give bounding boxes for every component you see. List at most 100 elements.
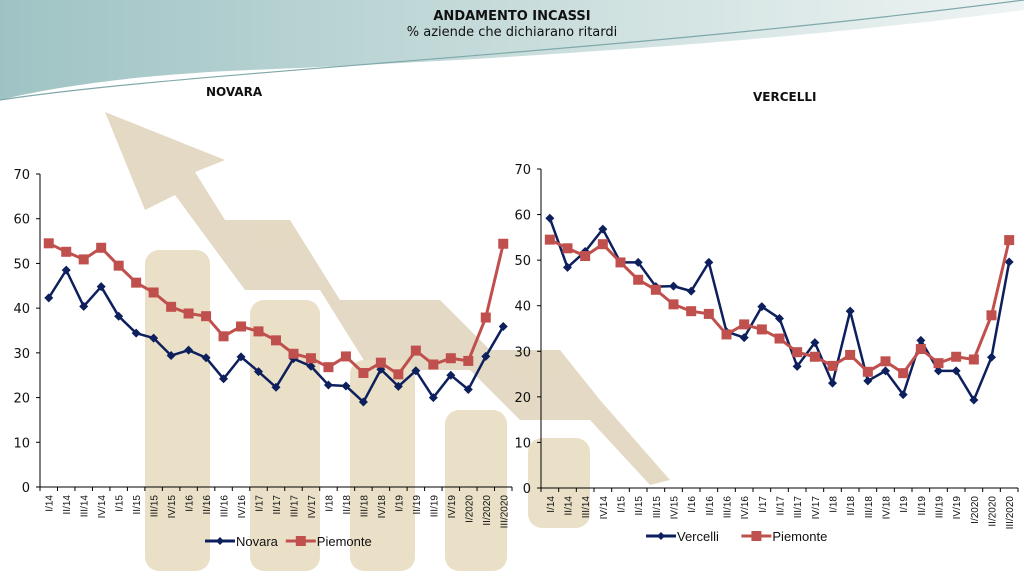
data-point-piemonte bbox=[739, 319, 750, 330]
data-point-vercelli bbox=[898, 390, 908, 400]
data-point-piemonte bbox=[428, 359, 439, 370]
data-point-piemonte bbox=[809, 351, 820, 362]
data-point-piemonte bbox=[898, 368, 909, 379]
data-point-vercelli bbox=[951, 366, 961, 376]
x-tick-label: IV/15 bbox=[167, 495, 178, 519]
data-point-piemonte bbox=[968, 354, 979, 365]
data-point-vercelli bbox=[792, 361, 802, 371]
data-point-piemonte bbox=[113, 260, 124, 271]
x-tick-label: I/2020 bbox=[970, 496, 981, 524]
data-point-piemonte bbox=[183, 308, 194, 319]
data-point-novara bbox=[114, 311, 124, 321]
data-point-novara bbox=[166, 351, 176, 361]
y-tick-label: 40 bbox=[13, 302, 30, 317]
x-tick-label: III/15 bbox=[652, 496, 663, 519]
x-tick-label: II/17 bbox=[272, 495, 283, 515]
x-tick-label: IV/16 bbox=[740, 496, 751, 520]
data-point-vercelli bbox=[810, 338, 820, 348]
data-point-vercelli bbox=[739, 333, 749, 343]
legend-label: Novara bbox=[236, 534, 279, 549]
data-point-piemonte bbox=[721, 329, 732, 340]
data-point-piemonte bbox=[668, 299, 679, 310]
x-tick-label: III/19 bbox=[429, 495, 440, 518]
x-tick-label: II/2020 bbox=[988, 496, 999, 527]
data-point-piemonte bbox=[236, 321, 247, 332]
data-point-piemonte bbox=[445, 353, 456, 364]
data-point-vercelli bbox=[863, 376, 873, 386]
x-tick-label: I/19 bbox=[394, 495, 405, 512]
data-point-vercelli bbox=[704, 257, 714, 267]
x-tick-label: III/2020 bbox=[499, 495, 510, 529]
data-point-novara bbox=[463, 385, 473, 395]
legend-marker bbox=[216, 537, 224, 545]
data-point-piemonte bbox=[986, 310, 997, 321]
y-tick-label: 0 bbox=[523, 482, 531, 497]
x-tick-label: III/19 bbox=[935, 496, 946, 519]
x-tick-label: IV/17 bbox=[811, 496, 822, 520]
x-tick-label: IV/19 bbox=[447, 495, 458, 519]
data-point-piemonte bbox=[615, 257, 626, 268]
data-point-vercelli bbox=[987, 352, 996, 362]
x-tick-label: II/15 bbox=[132, 495, 143, 515]
y-tick-label: 0 bbox=[22, 481, 30, 496]
data-point-novara bbox=[79, 301, 89, 311]
x-tick-label: III/18 bbox=[864, 496, 875, 519]
x-tick-label: I/15 bbox=[115, 495, 126, 512]
data-point-piemonte bbox=[148, 287, 159, 298]
data-point-piemonte bbox=[544, 234, 555, 245]
data-point-piemonte bbox=[650, 284, 661, 295]
legend-marker bbox=[657, 532, 665, 540]
x-tick-label: II/16 bbox=[202, 495, 213, 515]
x-tick-label: IV/18 bbox=[882, 496, 893, 520]
y-tick-label: 10 bbox=[13, 436, 30, 451]
x-tick-label: II/14 bbox=[564, 496, 575, 516]
y-tick-label: 50 bbox=[514, 254, 531, 269]
data-point-novara bbox=[236, 352, 246, 362]
x-tick-label: IV/19 bbox=[952, 496, 963, 520]
x-tick-label: III/16 bbox=[723, 496, 734, 519]
legend-label: Piemonte bbox=[772, 529, 827, 544]
y-tick-label: 30 bbox=[514, 345, 531, 360]
x-tick-label: I/19 bbox=[899, 496, 910, 513]
data-point-vercelli bbox=[916, 335, 926, 345]
data-point-vercelli bbox=[1004, 257, 1014, 267]
data-point-vercelli bbox=[669, 281, 678, 291]
x-tick-label: IV/15 bbox=[670, 496, 681, 520]
x-tick-label: III/2020 bbox=[1005, 496, 1016, 530]
x-tick-label: II/18 bbox=[846, 496, 857, 516]
x-tick-label: III/15 bbox=[150, 495, 161, 518]
data-point-piemonte bbox=[951, 351, 962, 362]
data-point-novara bbox=[61, 265, 71, 275]
data-point-novara bbox=[149, 333, 159, 343]
data-point-piemonte bbox=[686, 306, 697, 317]
data-point-vercelli bbox=[828, 378, 837, 388]
data-point-vercelli bbox=[633, 257, 643, 267]
data-point-novara bbox=[271, 382, 281, 392]
y-tick-label: 30 bbox=[13, 347, 30, 362]
data-point-piemonte bbox=[375, 357, 386, 368]
x-tick-label: II/15 bbox=[634, 496, 645, 516]
data-point-piemonte bbox=[774, 333, 785, 344]
data-point-piemonte bbox=[580, 251, 591, 262]
data-point-piemonte bbox=[358, 367, 369, 378]
data-point-novara bbox=[131, 328, 141, 338]
y-tick-label: 70 bbox=[514, 163, 531, 178]
chart-novara: 0 10 20 30 40 50 60 70 I/14 II/14 III/14 IV/14 I/15 I… bbox=[13, 168, 513, 549]
data-point-piemonte bbox=[880, 356, 891, 367]
y-tick-label: 40 bbox=[514, 300, 531, 315]
data-point-piemonte bbox=[201, 311, 212, 322]
data-point-piemonte bbox=[845, 349, 856, 360]
data-point-vercelli bbox=[563, 262, 572, 272]
legend-label: Piemonte bbox=[317, 534, 372, 549]
x-tick-label: IV/17 bbox=[307, 495, 318, 519]
x-tick-label: I/14 bbox=[546, 496, 557, 513]
x-tick-label: III/17 bbox=[793, 496, 804, 519]
data-point-novara bbox=[481, 351, 491, 361]
y-tick-label: 10 bbox=[514, 436, 531, 451]
data-point-novara bbox=[44, 293, 54, 303]
y-tick-label: 60 bbox=[514, 209, 531, 224]
data-point-piemonte bbox=[827, 360, 838, 371]
data-point-vercelli bbox=[598, 224, 608, 234]
data-point-novara bbox=[323, 380, 333, 390]
x-tick-label: III/16 bbox=[220, 495, 231, 518]
